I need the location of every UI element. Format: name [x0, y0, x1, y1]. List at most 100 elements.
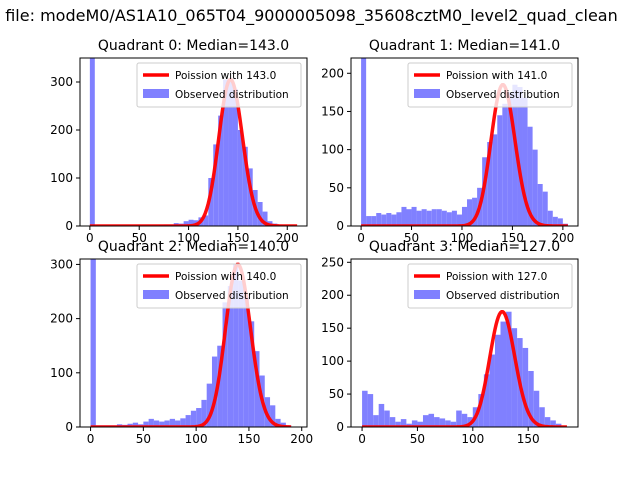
histogram-bar — [446, 212, 452, 226]
histogram-bar — [175, 420, 181, 427]
x-tick-label: 0 — [357, 231, 365, 245]
histogram-bar — [401, 206, 407, 226]
y-tick-label: 50 — [329, 181, 344, 195]
histogram-bar — [376, 213, 382, 226]
histogram-bar — [190, 410, 197, 427]
histogram-bar — [143, 421, 149, 427]
histogram-bar — [223, 79, 229, 226]
legend-label-poisson: Poission with 127.0 — [446, 271, 547, 283]
y-tick-label: 100 — [50, 366, 73, 380]
y-tick-label: 100 — [50, 171, 73, 185]
histogram-bar — [218, 115, 224, 226]
legend-box — [407, 62, 573, 108]
subplot-0: 0 50 100 150 200 0 100 200 300 Quadrant 0: Median… — [50, 38, 308, 245]
histogram-bar — [213, 144, 219, 226]
histogram-bar — [406, 209, 412, 226]
histogram-bar — [483, 374, 490, 427]
histogram-bar — [248, 321, 255, 427]
axes-frame — [350, 57, 579, 227]
histogram-bar — [373, 415, 379, 427]
histogram-bar — [428, 413, 435, 427]
histogram-bar — [456, 410, 462, 427]
legend-label-observed: Observed distribution — [446, 89, 560, 101]
histogram-bar — [478, 394, 484, 427]
legend-label-poisson: Poission with 143.0 — [175, 70, 276, 82]
x-tick-label: 150 — [501, 231, 524, 245]
histogram-bar — [421, 209, 427, 226]
subplot-title: Quadrant 0: Median=143.0 — [98, 38, 289, 54]
histogram-bar — [512, 84, 518, 226]
histogram-bar — [492, 134, 498, 226]
histogram-bar — [90, 259, 96, 427]
x-tick-label: 100 — [451, 231, 474, 245]
histogram-bar — [262, 211, 268, 226]
subplot-2: 0 50 100 150 200 0 100 200 300 Quadrant 2: Median… — [50, 239, 313, 446]
histogram-bar — [217, 345, 223, 427]
histogram-bar — [434, 417, 440, 427]
y-tick-label: 0 — [336, 219, 344, 233]
histogram-bar — [196, 408, 202, 427]
histogram-bar — [445, 420, 451, 427]
histogram-bar — [169, 418, 176, 427]
legend-label-observed: Observed distribution — [446, 290, 560, 302]
histogram-bar — [367, 394, 374, 427]
x-tick-label: 0 — [358, 432, 366, 446]
histogram-bar — [132, 422, 139, 427]
histogram-bar — [417, 421, 423, 427]
histogram-bar — [522, 347, 529, 427]
histogram-bar — [411, 206, 417, 226]
histogram-bar — [436, 209, 442, 226]
histogram-bar — [159, 421, 165, 427]
histogram-bar — [461, 206, 468, 226]
histogram-bar — [362, 390, 368, 427]
histogram-bar — [411, 420, 418, 427]
histogram-bar — [188, 219, 194, 226]
x-tick-label: 0 — [87, 432, 95, 446]
histogram-bar — [416, 210, 422, 226]
x-tick-label: 50 — [404, 231, 419, 245]
y-tick-label: 100 — [321, 143, 344, 157]
histogram-bar — [522, 97, 528, 226]
histogram-bar — [542, 191, 548, 226]
y-tick-label: 200 — [50, 123, 73, 137]
legend-patch-observed — [143, 89, 169, 98]
histogram-bar — [502, 103, 508, 226]
legend-label-observed: Observed distribution — [175, 290, 289, 302]
legend-patch-observed — [414, 89, 440, 98]
histogram-bar — [537, 184, 543, 226]
histogram-bar — [386, 213, 392, 226]
histogram-bar — [487, 142, 493, 226]
legend-label-poisson: Poission with 140.0 — [175, 271, 276, 283]
histogram-bar — [227, 286, 234, 427]
histogram-bar — [527, 126, 533, 226]
legend-patch-observed — [143, 290, 169, 299]
histogram-bar — [232, 89, 238, 226]
y-tick-label: 50 — [329, 387, 344, 401]
histogram-bar — [180, 418, 186, 427]
legend-label-poisson: Poission with 141.0 — [446, 70, 547, 82]
histogram-bar — [400, 419, 407, 427]
histogram-bar — [544, 417, 551, 427]
histogram-bar — [208, 178, 214, 226]
histogram-bar — [257, 202, 263, 226]
y-tick-label: 0 — [65, 420, 73, 434]
histogram-bar — [528, 371, 534, 427]
subplot-title: Quadrant 1: Median=141.0 — [369, 38, 560, 54]
histogram-bar — [489, 354, 495, 427]
x-tick-label: 100 — [177, 231, 200, 245]
histogram-bar — [275, 418, 281, 427]
y-tick-label: 300 — [50, 75, 73, 89]
histogram-bar — [389, 417, 396, 427]
histogram-bar — [211, 356, 218, 427]
histogram-bar — [371, 216, 377, 226]
legend: Poission with 127.0 Observed distribution — [407, 263, 573, 309]
axes-frame — [350, 258, 579, 428]
subplot-title: Quadrant 2: Median=140.0 — [98, 239, 289, 255]
histogram-bar — [552, 216, 558, 226]
histogram-bar — [237, 130, 243, 226]
legend-box — [136, 62, 302, 108]
histogram-bar — [500, 321, 507, 427]
subplot-1: 0 50 100 150 200 0 50 100 150 200 Quadrant 1: Medi… — [321, 38, 579, 245]
histogram-bar — [280, 422, 286, 427]
subplot-title: Quadrant 3: Median=127.0 — [369, 239, 560, 255]
